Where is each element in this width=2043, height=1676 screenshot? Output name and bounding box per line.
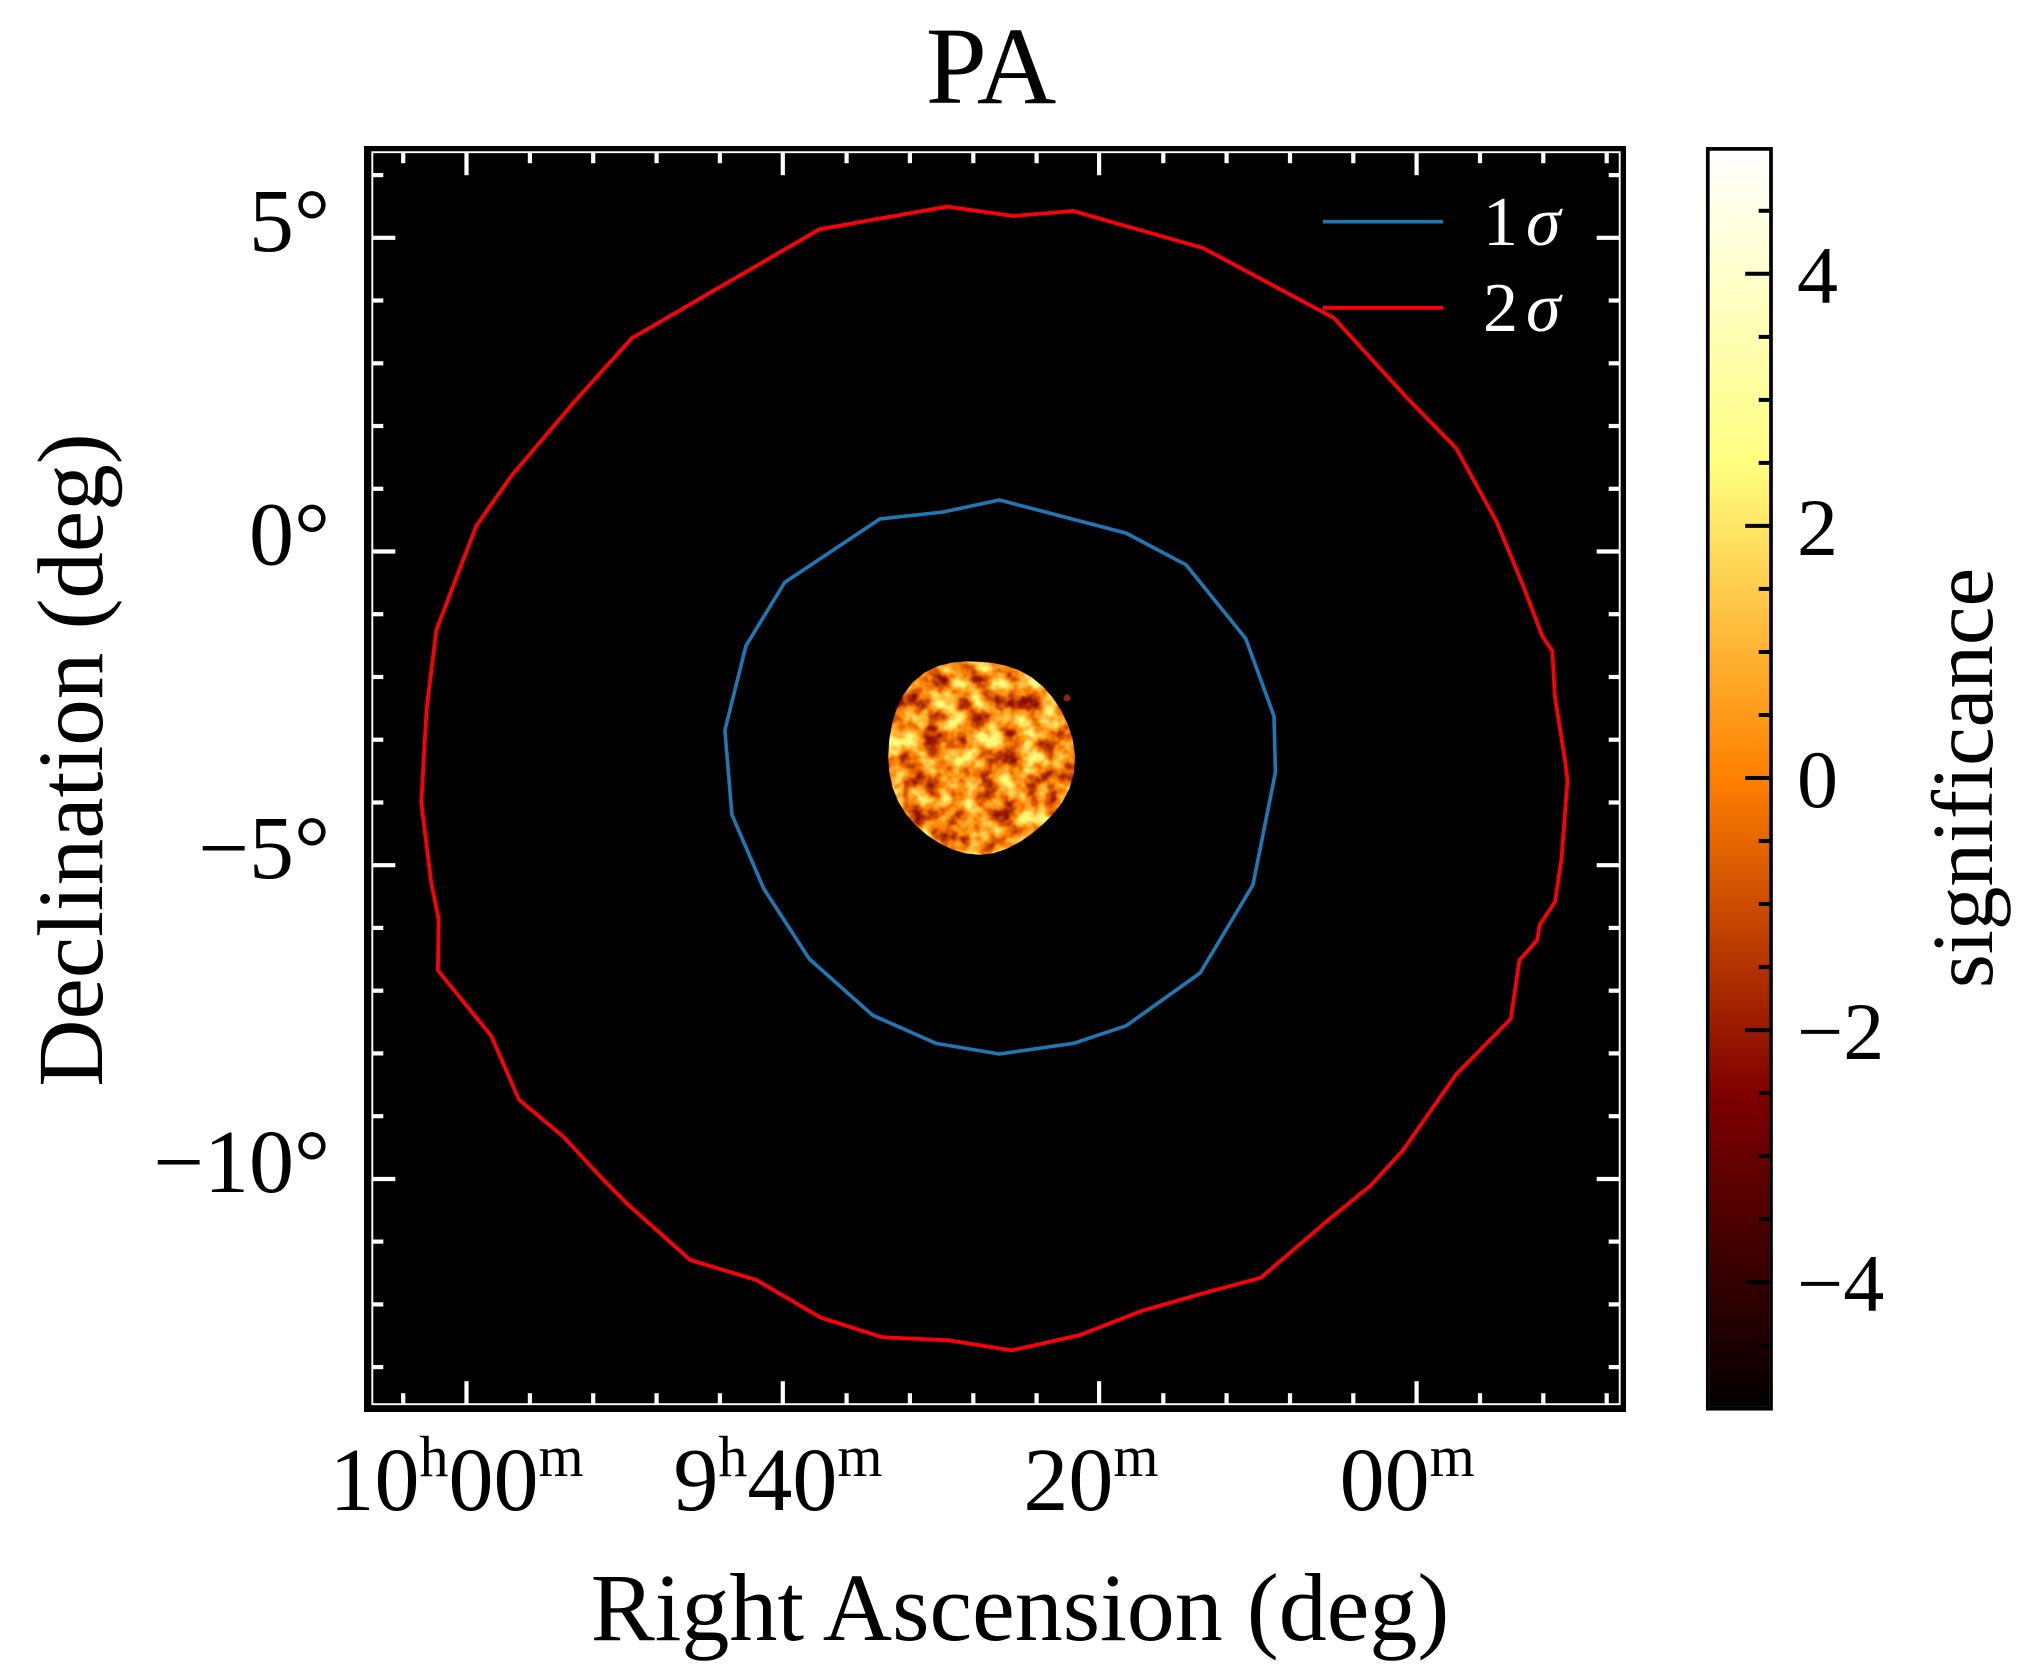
svg-text:−2: −2: [1797, 986, 1884, 1077]
svg-text:Declination (deg): Declination (deg): [20, 433, 123, 1086]
svg-text:PA: PA: [926, 5, 1057, 127]
svg-text:Right Ascension (deg): Right Ascension (deg): [591, 1554, 1450, 1661]
svg-text:−10°: −10°: [153, 1113, 330, 1212]
svg-text:0: 0: [1797, 734, 1838, 825]
svg-text:2σ: 2σ: [1483, 270, 1563, 347]
svg-text:5°: 5°: [249, 172, 330, 271]
svg-text:−5°: −5°: [198, 799, 330, 898]
svg-text:significance: significance: [1914, 568, 2011, 988]
svg-text:2: 2: [1797, 482, 1838, 573]
svg-text:0°: 0°: [249, 486, 330, 585]
svg-text:9h​40m​: 9h​40m​: [673, 1424, 882, 1530]
svg-text:−4: −4: [1797, 1238, 1884, 1329]
svg-text:1σ: 1σ: [1483, 184, 1563, 261]
svg-text:4: 4: [1797, 230, 1838, 321]
